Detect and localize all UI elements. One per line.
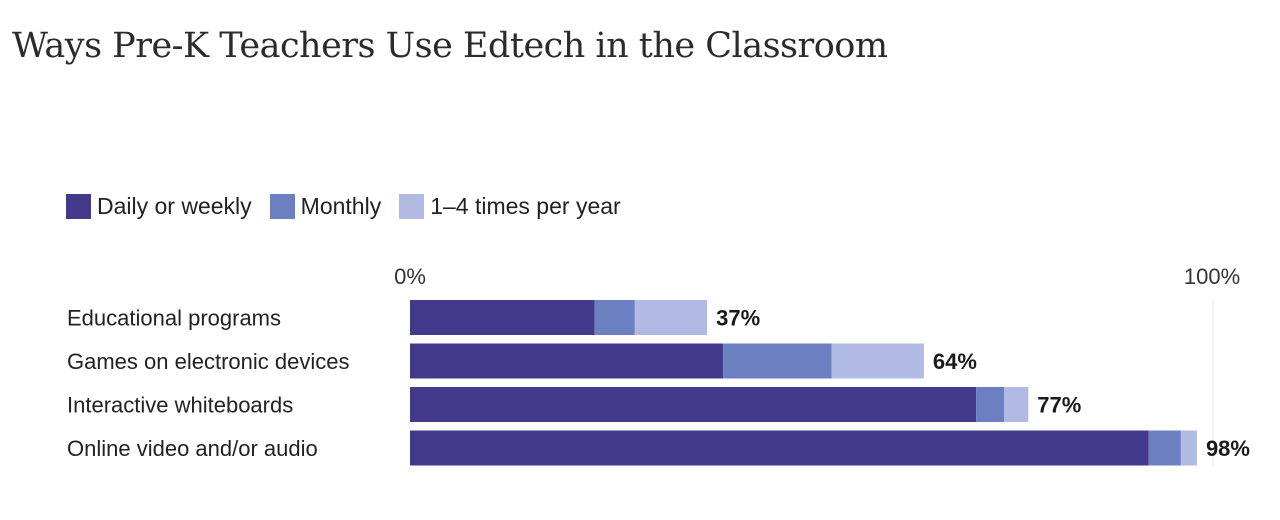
total-label-online-video-and-or-audio: 98%: [1206, 436, 1250, 461]
total-label-interactive-whiteboards: 77%: [1037, 393, 1081, 418]
total-label-games-on-electronic-devices: 64%: [933, 349, 977, 374]
axis-min-label: 0%: [394, 264, 426, 289]
legend-label-daily-or-weekly: Daily or weekly: [97, 192, 252, 219]
legend-item-daily-or-weekly: Daily or weekly: [66, 193, 252, 220]
legend: Daily or weekly Monthly 1–4 times per ye…: [66, 192, 639, 220]
chart-title: Ways Pre-K Teachers Use Edtech in the Cl…: [12, 26, 888, 66]
bar-segment-online-video-and-or-audio-monthly: [1148, 430, 1181, 466]
category-label-interactive-whiteboards: Interactive whiteboards: [67, 393, 293, 418]
bar-segment-games-on-electronic-devices-daily-or-weekly: [410, 343, 724, 379]
bar-segment-educational-programs-monthly: [594, 300, 635, 335]
legend-label-monthly: Monthly: [300, 192, 382, 219]
category-label-games-on-electronic-devices: Games on electronic devices: [67, 349, 349, 374]
category-label-online-video-and-or-audio: Online video and/or audio: [67, 436, 318, 461]
category-label-educational-programs: Educational programs: [67, 306, 281, 331]
bar-segment-online-video-and-or-audio-daily-or-weekly: [410, 430, 1149, 466]
bar-segment-games-on-electronic-devices-1-4-times-per-year: [831, 343, 924, 379]
bar-segment-educational-programs-daily-or-weekly: [410, 300, 595, 335]
axis-max-label: 100%: [1184, 264, 1240, 289]
bar-segment-games-on-electronic-devices-monthly: [723, 343, 832, 379]
total-label-educational-programs: 37%: [716, 306, 760, 331]
bar-segment-interactive-whiteboards-1-4-times-per-year: [1004, 387, 1029, 422]
bar-segment-interactive-whiteboards-daily-or-weekly: [410, 387, 977, 422]
bars-group: Educational programs 37% Games on electron…: [67, 300, 1250, 466]
bar-segment-interactive-whiteboards-monthly: [976, 387, 1005, 422]
legend-item-monthly: Monthly: [269, 192, 382, 220]
legend-label-1-4-times-per-year: 1–4 times per year: [430, 192, 621, 219]
stacked-bar-chart: 0% 100% Educational programs 37% Games on …: [67, 264, 1250, 466]
legend-swatch-1-4-times-per-year: [399, 193, 425, 219]
legend-swatch-daily-or-weekly: [66, 193, 91, 219]
legend-item-1-4-times-per-year: 1–4 times per year: [399, 192, 621, 220]
bar-segment-educational-programs-1-4-times-per-year: [634, 300, 708, 335]
legend-swatch-monthly: [269, 193, 295, 219]
bar-segment-online-video-and-or-audio-1-4-times-per-year: [1180, 430, 1197, 466]
